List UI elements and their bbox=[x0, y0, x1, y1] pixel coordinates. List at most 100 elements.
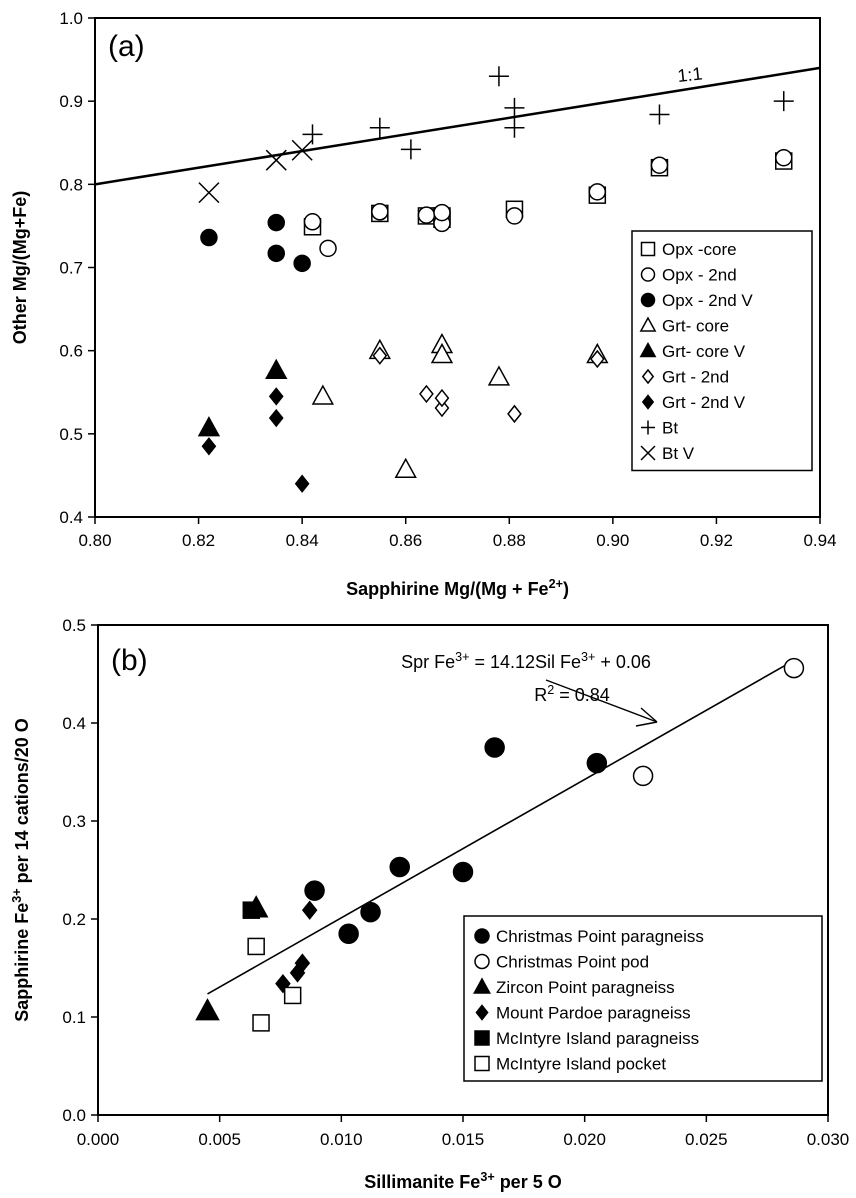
y-axis-label: Other Mg/(Mg+Fe) bbox=[10, 191, 30, 345]
r-squared: R2 = 0.84 bbox=[534, 683, 610, 705]
data-point bbox=[265, 358, 288, 380]
data-point bbox=[775, 148, 793, 167]
data-point bbox=[586, 752, 608, 774]
data-point bbox=[268, 387, 284, 406]
y-tick-label: 1.0 bbox=[59, 9, 83, 28]
legend-label: McIntyre Island paragneiss bbox=[496, 1029, 699, 1048]
data-point bbox=[268, 408, 284, 428]
legend-label: Opx - 2nd bbox=[662, 266, 737, 285]
data-point bbox=[505, 207, 524, 225]
legend-marker bbox=[640, 445, 656, 461]
data-point bbox=[488, 66, 509, 87]
legend-marker bbox=[640, 292, 656, 308]
data-point bbox=[394, 457, 417, 478]
data-point bbox=[434, 388, 450, 408]
data-point bbox=[247, 937, 265, 956]
legend-box bbox=[463, 915, 823, 1082]
data-point bbox=[360, 901, 381, 923]
legend-label: Zircon Point paragneiss bbox=[496, 978, 675, 997]
legend-marker bbox=[640, 241, 656, 257]
data-point bbox=[773, 91, 794, 112]
regression-equation: Spr Fe3+ = 14.12Sil Fe3+ + 0.06 bbox=[401, 650, 651, 672]
data-point bbox=[200, 228, 218, 247]
data-point bbox=[452, 861, 474, 883]
x-tick-label: 0.82 bbox=[182, 531, 215, 550]
legend-marker bbox=[641, 368, 655, 385]
data-point bbox=[294, 474, 310, 493]
panel-label: (a) bbox=[108, 30, 145, 63]
data-point bbox=[507, 404, 522, 424]
data-point bbox=[252, 1014, 270, 1032]
data-point bbox=[198, 182, 220, 204]
panel-b-chart: 0.000 0.005 0.010 0.015 0.020 0.025 0.030 0.0 0.… bbox=[10, 616, 849, 1192]
x-tick-label: 0.025 bbox=[685, 1130, 728, 1149]
y-tick-label: 0.1 bbox=[62, 1008, 86, 1027]
data-point bbox=[267, 213, 285, 232]
data-point bbox=[275, 973, 291, 994]
data-point bbox=[650, 156, 669, 174]
legend-marker bbox=[474, 928, 490, 944]
data-point bbox=[319, 239, 337, 258]
legend-marker bbox=[473, 977, 491, 994]
data-point bbox=[301, 900, 318, 920]
data-point bbox=[293, 254, 311, 273]
annotation-arrowhead bbox=[635, 707, 658, 727]
x-tick-label: 0.90 bbox=[596, 531, 629, 550]
y-tick-label: 0.5 bbox=[59, 425, 83, 444]
data-point bbox=[430, 342, 454, 364]
legend-label: McIntyre Island pocket bbox=[496, 1055, 666, 1074]
one-to-one-line bbox=[94, 66, 821, 186]
legend-marker bbox=[475, 1004, 489, 1021]
legend-marker bbox=[474, 1055, 490, 1072]
data-point bbox=[372, 346, 388, 365]
data-point bbox=[371, 203, 389, 221]
y-tick-label: 0.7 bbox=[59, 259, 83, 278]
y-tick-label: 0.4 bbox=[62, 714, 86, 733]
y-tick-label: 0.3 bbox=[62, 812, 86, 831]
annotation-arrow bbox=[545, 679, 658, 723]
legend-box bbox=[631, 230, 813, 472]
x-tick-label: 0.020 bbox=[563, 1130, 606, 1149]
panel-a-chart: 0.80 0.82 0.84 0.86 0.88 0.90 0.92 0.94 0.4 0.5 0.… bbox=[10, 9, 837, 599]
data-point bbox=[195, 998, 220, 1021]
x-axis-label: Sapphirine Mg/(Mg + Fe2+) bbox=[346, 577, 569, 599]
x-tick-label: 0.010 bbox=[320, 1130, 363, 1149]
y-tick-label: 0.4 bbox=[59, 508, 83, 527]
legend-label: Opx - 2nd V bbox=[662, 291, 753, 310]
y-tick-label: 0.2 bbox=[62, 910, 86, 929]
legend-label: Grt- core V bbox=[662, 342, 746, 361]
data-point bbox=[369, 117, 390, 138]
data-point bbox=[294, 953, 311, 973]
data-point bbox=[389, 856, 410, 878]
legend-marker bbox=[639, 316, 657, 332]
data-point bbox=[304, 880, 325, 901]
one-to-one-label: 1:1 bbox=[676, 63, 703, 86]
y-tick-label: 0.9 bbox=[59, 92, 83, 111]
legend-marker bbox=[640, 267, 656, 282]
data-point bbox=[302, 124, 323, 145]
data-point bbox=[504, 117, 525, 138]
legend-label: Mount Pardoe paragneiss bbox=[496, 1004, 691, 1023]
y-tick-label: 0.8 bbox=[59, 175, 83, 194]
legend-marker bbox=[641, 394, 655, 410]
x-tick-label: 0.88 bbox=[493, 531, 526, 550]
data-point bbox=[400, 139, 421, 160]
regression-line bbox=[207, 661, 792, 995]
data-point bbox=[504, 97, 525, 118]
data-point bbox=[291, 139, 313, 161]
data-point bbox=[434, 398, 450, 418]
data-point bbox=[201, 437, 217, 456]
x-tick-label: 0.94 bbox=[803, 531, 836, 550]
legend-label: Bt bbox=[662, 419, 678, 438]
data-point bbox=[487, 365, 511, 386]
legend-label: Opx -core bbox=[662, 240, 737, 259]
legend-marker bbox=[639, 341, 657, 358]
data-point bbox=[267, 244, 285, 263]
data-point bbox=[433, 203, 451, 222]
legend-marker bbox=[474, 1030, 490, 1046]
data-point bbox=[417, 206, 436, 224]
x-tick-label: 0.005 bbox=[198, 1130, 241, 1149]
data-point bbox=[649, 104, 670, 125]
legend-label: Bt V bbox=[662, 444, 695, 463]
